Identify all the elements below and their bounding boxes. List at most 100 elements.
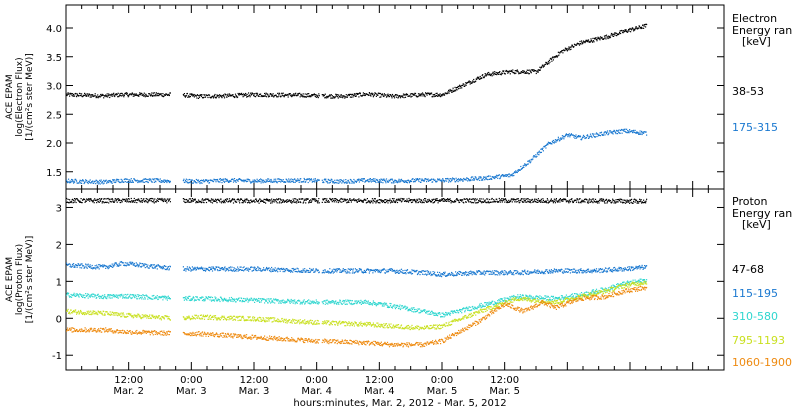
data-point bbox=[482, 177, 484, 180]
data-point bbox=[446, 200, 448, 202]
data-point bbox=[348, 199, 350, 201]
data-point bbox=[156, 268, 158, 270]
data-point bbox=[191, 266, 193, 268]
data-point bbox=[231, 198, 234, 200]
data-point bbox=[311, 200, 313, 202]
data-point bbox=[370, 95, 372, 97]
data-point bbox=[183, 297, 185, 299]
data-point bbox=[300, 270, 302, 272]
data-point bbox=[550, 199, 552, 201]
data-point bbox=[168, 268, 170, 270]
data-point bbox=[563, 270, 565, 272]
data-point bbox=[81, 93, 83, 95]
data-point bbox=[424, 200, 426, 202]
data-point bbox=[298, 179, 300, 181]
data-point bbox=[454, 90, 456, 92]
data-point bbox=[381, 93, 383, 95]
data-point bbox=[70, 296, 72, 298]
data-point bbox=[603, 201, 606, 203]
data-point bbox=[252, 270, 254, 272]
data-point bbox=[242, 94, 244, 96]
data-point bbox=[107, 180, 109, 182]
data-point bbox=[253, 181, 255, 183]
data-point bbox=[232, 178, 234, 180]
data-point bbox=[447, 178, 449, 180]
data-point bbox=[72, 263, 74, 265]
data-point bbox=[138, 95, 140, 97]
data-point bbox=[202, 96, 205, 99]
data-point bbox=[609, 130, 612, 132]
data-point bbox=[613, 35, 615, 37]
data-point bbox=[166, 299, 168, 301]
data-point bbox=[523, 270, 525, 272]
data-point bbox=[154, 198, 156, 200]
data-point bbox=[357, 199, 359, 201]
data-point bbox=[249, 179, 251, 181]
data-point bbox=[522, 165, 524, 167]
data-point bbox=[136, 202, 138, 204]
data-point bbox=[417, 201, 420, 203]
data-point bbox=[75, 198, 77, 200]
data-point bbox=[612, 269, 614, 271]
data-point bbox=[627, 266, 629, 268]
data-point bbox=[280, 95, 282, 97]
data-point bbox=[86, 180, 88, 182]
data-point bbox=[484, 179, 486, 181]
data-point bbox=[136, 179, 138, 181]
data-point bbox=[73, 199, 75, 201]
data-point bbox=[75, 201, 77, 204]
data-point bbox=[266, 199, 268, 201]
data-point bbox=[409, 200, 412, 202]
data-point bbox=[314, 94, 316, 96]
data-point bbox=[599, 135, 602, 137]
data-point bbox=[469, 271, 471, 273]
data-point bbox=[405, 201, 408, 203]
data-point bbox=[119, 261, 121, 263]
data-point bbox=[622, 32, 624, 34]
data-point bbox=[388, 200, 391, 202]
data-point bbox=[568, 199, 570, 201]
data-point bbox=[352, 268, 354, 270]
data-point bbox=[317, 178, 319, 181]
data-point bbox=[524, 198, 526, 200]
data-point bbox=[488, 270, 490, 272]
data-point bbox=[330, 180, 332, 182]
data-point bbox=[243, 95, 245, 97]
data-point bbox=[580, 43, 582, 45]
data-point bbox=[407, 179, 410, 181]
data-point bbox=[98, 182, 100, 184]
data-point bbox=[183, 299, 185, 301]
data-point bbox=[126, 178, 128, 180]
data-point bbox=[617, 270, 619, 272]
data-point bbox=[640, 200, 642, 202]
data-point bbox=[109, 179, 111, 182]
data-point bbox=[85, 200, 87, 202]
data-point bbox=[122, 262, 124, 264]
data-point bbox=[120, 294, 122, 296]
data-point bbox=[243, 179, 245, 181]
data-point bbox=[244, 269, 246, 271]
data-point bbox=[79, 179, 81, 181]
data-point bbox=[337, 201, 339, 204]
data-point bbox=[480, 271, 482, 273]
data-point bbox=[300, 93, 302, 95]
data-point bbox=[494, 177, 496, 180]
data-point bbox=[581, 200, 584, 202]
data-point bbox=[276, 198, 278, 200]
data-point bbox=[207, 179, 210, 181]
data-point bbox=[288, 94, 290, 96]
data-point bbox=[382, 269, 384, 271]
data-point bbox=[425, 198, 427, 200]
data-point bbox=[457, 178, 459, 181]
data-point bbox=[135, 296, 137, 298]
data-point bbox=[104, 180, 106, 182]
data-point bbox=[346, 198, 348, 200]
data-point bbox=[216, 266, 218, 268]
data-point bbox=[282, 180, 284, 182]
data-point bbox=[513, 198, 515, 200]
data-point bbox=[124, 297, 126, 299]
data-point bbox=[506, 274, 508, 276]
data-point bbox=[408, 197, 410, 200]
data-point bbox=[354, 95, 356, 97]
data-point bbox=[297, 201, 299, 203]
